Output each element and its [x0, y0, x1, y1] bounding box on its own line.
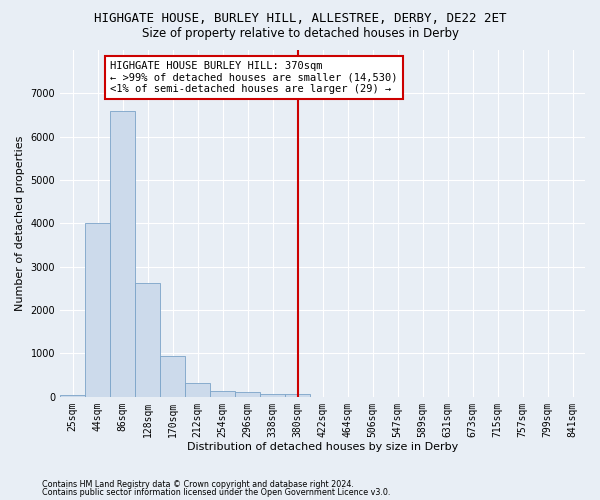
Bar	[110, 110, 135, 397]
Text: Contains public sector information licensed under the Open Government Licence v3: Contains public sector information licen…	[42, 488, 391, 497]
Text: HIGHGATE HOUSE BURLEY HILL: 370sqm
← >99% of detached houses are smaller (14,530: HIGHGATE HOUSE BURLEY HILL: 370sqm ← >99…	[110, 61, 398, 94]
Text: Size of property relative to detached houses in Derby: Size of property relative to detached ho…	[142, 28, 458, 40]
Text: HIGHGATE HOUSE, BURLEY HILL, ALLESTREE, DERBY, DE22 2ET: HIGHGATE HOUSE, BURLEY HILL, ALLESTREE, …	[94, 12, 506, 26]
Bar	[85, 224, 110, 397]
Y-axis label: Number of detached properties: Number of detached properties	[15, 136, 25, 311]
X-axis label: Distribution of detached houses by size in Derby: Distribution of detached houses by size …	[187, 442, 458, 452]
Bar	[185, 383, 210, 397]
Bar	[235, 392, 260, 397]
Bar	[210, 391, 235, 397]
Bar	[285, 394, 310, 397]
Text: Contains HM Land Registry data © Crown copyright and database right 2024.: Contains HM Land Registry data © Crown c…	[42, 480, 354, 489]
Bar	[260, 394, 285, 397]
Bar	[135, 283, 160, 397]
Bar	[60, 394, 85, 397]
Bar	[160, 356, 185, 397]
